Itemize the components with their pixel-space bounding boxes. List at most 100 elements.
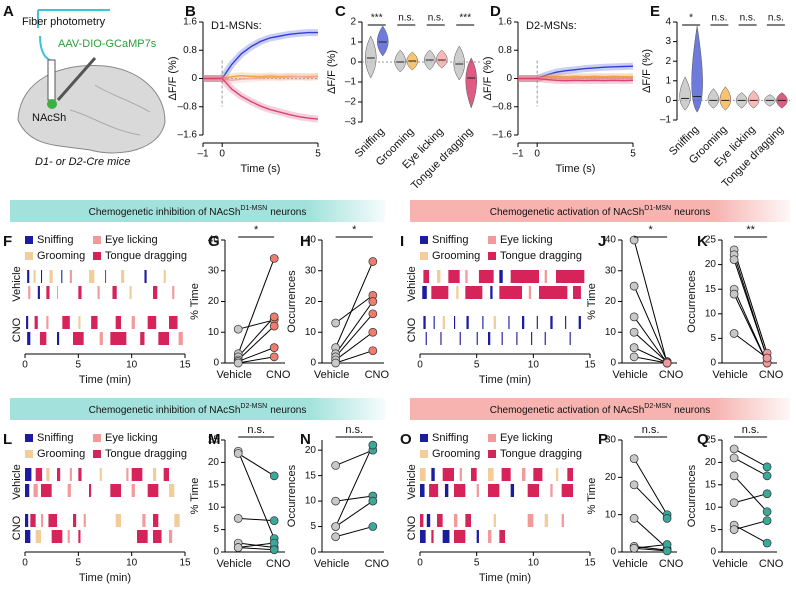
x-tick-label: 0 — [22, 360, 28, 371]
dot — [233, 449, 243, 458]
event — [25, 484, 30, 497]
y-tick-label: 3 — [665, 36, 671, 47]
event — [456, 286, 459, 299]
event — [129, 286, 132, 299]
x-axis-label: Time (s) — [241, 163, 281, 175]
event — [420, 484, 425, 497]
panel-label: I — [400, 233, 404, 250]
group-label: Vehicle — [406, 464, 418, 499]
event — [442, 468, 454, 481]
significance: n.s. — [711, 13, 727, 24]
significance: *** — [371, 13, 383, 24]
banner-fade — [10, 398, 385, 420]
event — [62, 316, 70, 329]
event — [178, 332, 183, 345]
pair-line — [733, 448, 768, 468]
legend-label: Grooming — [432, 448, 480, 460]
event — [431, 286, 449, 299]
event — [459, 468, 462, 481]
y-axis-label: ΔF/F (%) — [167, 56, 179, 100]
fiber-cable — [37, 9, 110, 28]
pair-line — [633, 347, 668, 364]
pair-line — [335, 444, 374, 527]
significance: n.s. — [247, 424, 265, 436]
x-axis-label: Time (min) — [79, 374, 131, 386]
event — [163, 270, 166, 283]
event — [422, 286, 427, 299]
legend-label: Eye licking — [105, 432, 158, 444]
legend-swatch — [420, 252, 428, 260]
legend-label: Eye licking — [500, 234, 553, 246]
pair-line — [335, 449, 374, 466]
y-tick-label: 25 — [705, 235, 717, 246]
y-tick-label: –1.6 — [493, 130, 513, 141]
category-label: CNO — [365, 558, 390, 570]
event — [454, 530, 466, 543]
dot — [269, 254, 279, 263]
dot — [762, 489, 772, 499]
event — [478, 270, 494, 283]
event — [465, 286, 483, 299]
dot — [762, 353, 772, 363]
y-axis-label: ΔF/F (%) — [482, 56, 494, 100]
y-tick-label: 0 — [665, 95, 671, 106]
x-axis-label: Time (min) — [479, 572, 531, 584]
legend-swatch — [93, 434, 101, 442]
event — [46, 468, 50, 481]
event — [465, 514, 471, 527]
event — [89, 484, 92, 497]
dot — [662, 514, 672, 523]
x-tick-label: 10 — [528, 558, 540, 569]
dot — [729, 525, 739, 534]
y-tick-label: 20 — [605, 472, 617, 483]
event — [501, 332, 503, 345]
category-label: Vehicle — [712, 558, 747, 570]
y-tick-label: 15 — [208, 479, 220, 490]
category-label: CNO — [759, 558, 784, 570]
dot — [269, 343, 279, 352]
legend-label: Grooming — [432, 250, 480, 262]
event — [565, 316, 567, 329]
significance: n.s. — [398, 13, 414, 24]
pair-line — [634, 545, 668, 551]
panel-label: E — [650, 3, 660, 20]
event — [488, 530, 492, 543]
y-tick-label: 0 — [710, 358, 716, 369]
y-tick-label: 0 — [350, 57, 356, 68]
event — [35, 468, 43, 481]
pair-line — [733, 249, 768, 354]
violin — [436, 49, 448, 69]
event — [476, 484, 479, 497]
event — [147, 484, 159, 497]
y-tick-label: 0 — [213, 547, 219, 558]
y-axis-label: Occurrences — [686, 464, 698, 527]
dot — [729, 255, 739, 265]
y-tick-label: 0 — [610, 547, 616, 558]
y-tick-label: –2 — [345, 97, 357, 108]
event — [153, 530, 162, 543]
dot — [762, 462, 772, 472]
x-tick-label: 5 — [630, 149, 636, 160]
event — [431, 468, 435, 481]
y-tick-label: –1 — [345, 77, 357, 88]
event — [569, 332, 571, 345]
event — [41, 484, 52, 497]
pair-line — [335, 294, 374, 324]
event — [49, 270, 53, 283]
category-label: Vehicle — [216, 558, 251, 570]
y-axis-label: % Time — [586, 283, 598, 320]
legend-swatch — [25, 434, 33, 442]
event — [522, 316, 525, 329]
pair-line — [733, 475, 768, 513]
dot — [629, 343, 639, 352]
violin — [707, 88, 720, 109]
banner-text: Chemogenetic activation of NAcShD2-MSN ne… — [490, 403, 711, 416]
banner-fade — [410, 398, 790, 420]
banner-sup: D2-MSN — [240, 403, 267, 410]
event — [57, 468, 61, 481]
pair-line — [633, 285, 668, 362]
y-tick-label: –1.6 — [178, 130, 198, 141]
significance: n.s. — [642, 424, 660, 436]
dot — [269, 516, 279, 525]
